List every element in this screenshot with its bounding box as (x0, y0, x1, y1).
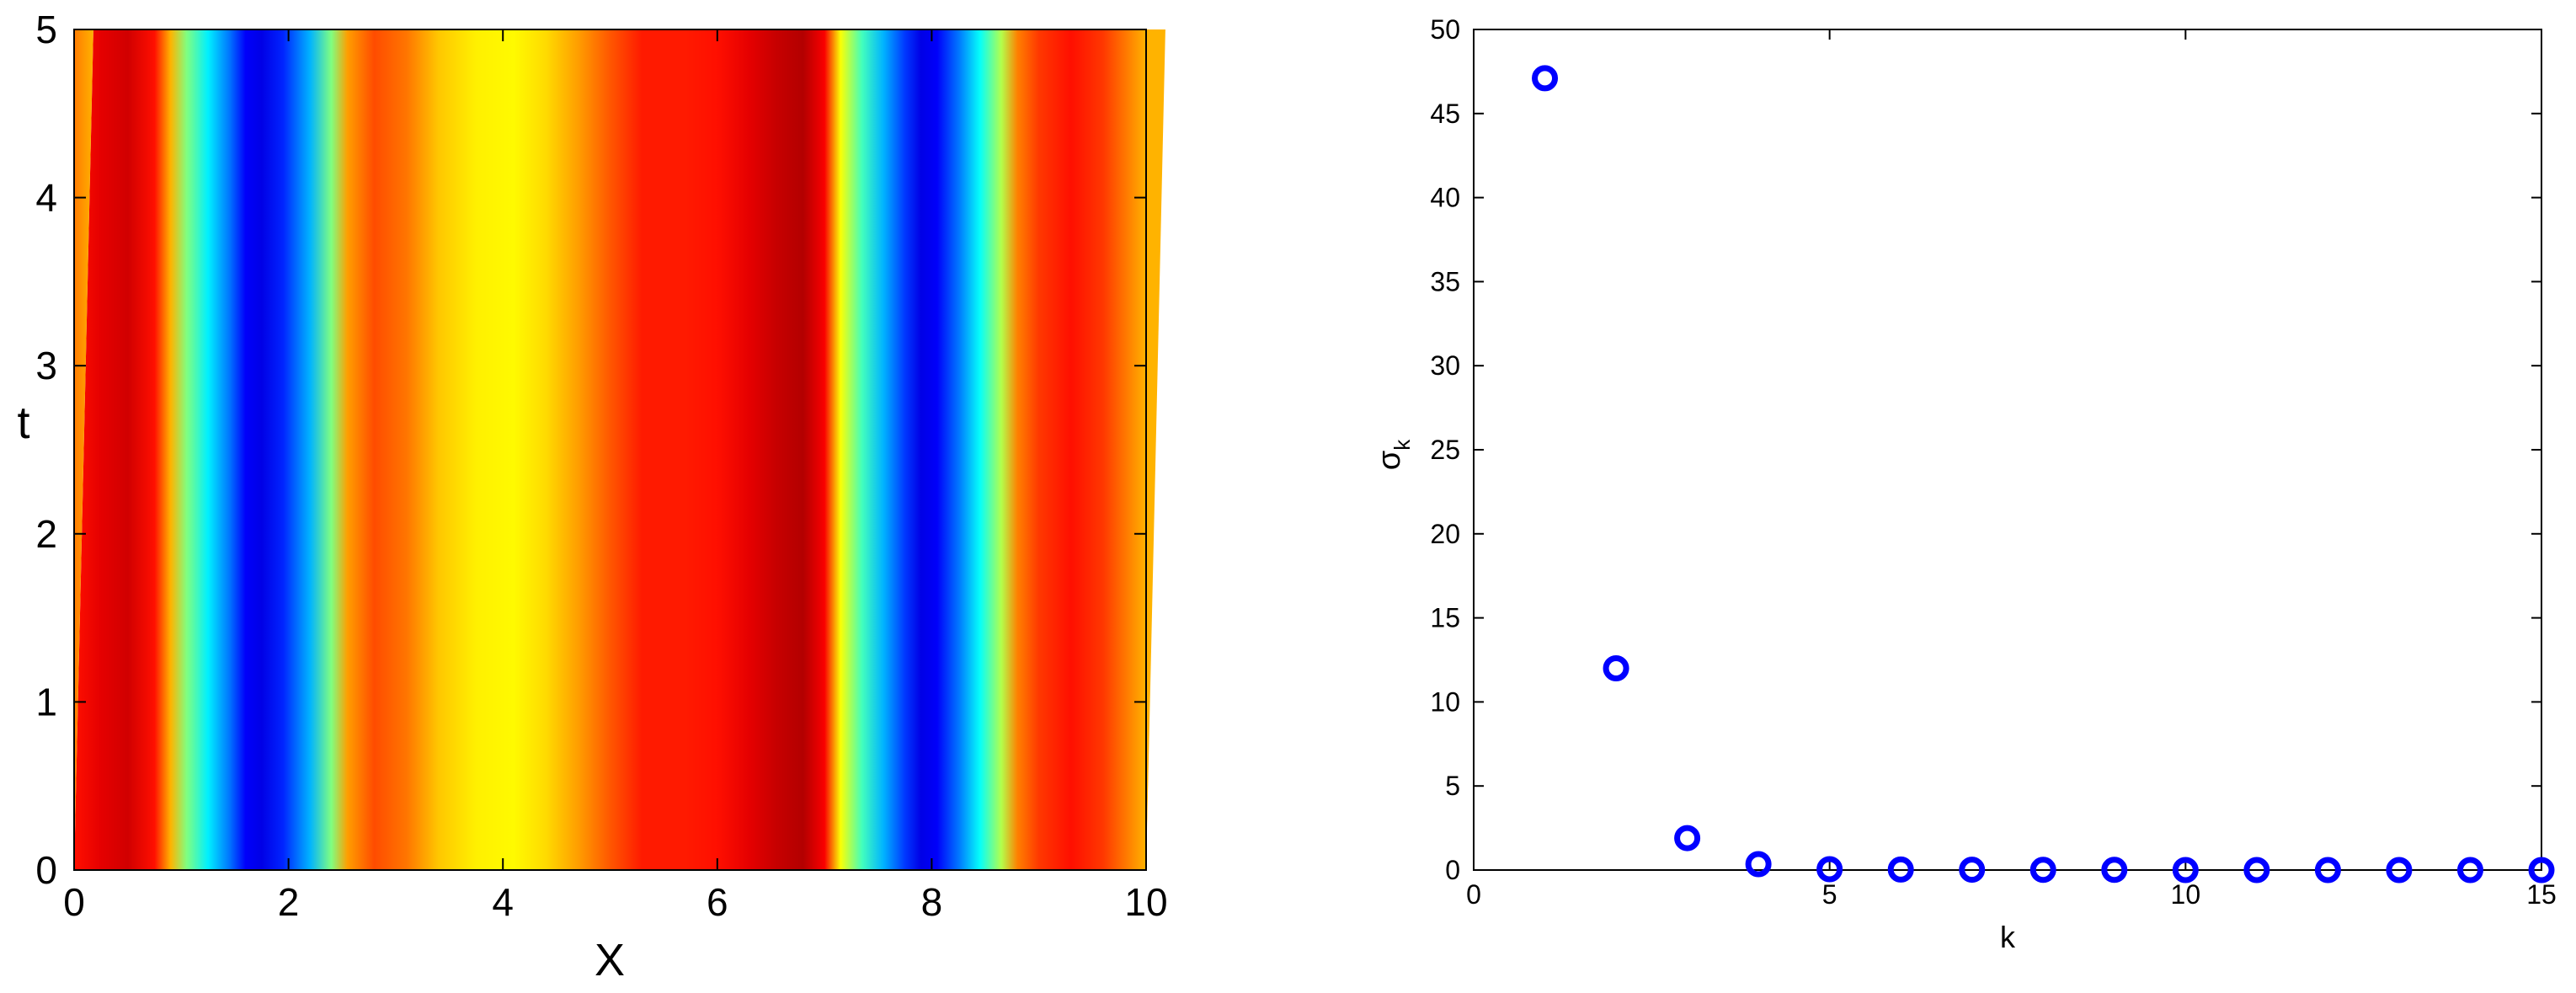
scatter-point (1532, 65, 1559, 92)
scatter-point (2243, 857, 2270, 884)
heatmap-field-right-strip (1146, 28, 1167, 870)
scatter-y-tick-label: 50 (1430, 14, 1460, 45)
scatter-point (1816, 856, 1843, 883)
scatter-y-tick-label: 0 (1445, 855, 1460, 885)
scatter-y-tick-label: 20 (1430, 519, 1460, 549)
scatter-y-axis-subscript: k (1389, 439, 1415, 451)
heatmap-field (74, 28, 1167, 870)
svg-text:σk: σk (1372, 439, 1415, 470)
scatter-point (1603, 654, 1629, 681)
scatter-point (2528, 857, 2555, 884)
heatmap-y-tick-label: 3 (35, 344, 57, 387)
heatmap-x-tick-label: 2 (278, 880, 300, 924)
scatter-y-tick-label: 15 (1430, 603, 1460, 633)
heatmap-x-tick-label: 6 (707, 880, 728, 924)
heatmap-y-tick-label: 0 (35, 848, 57, 892)
heatmap-y-axis-label: t (17, 398, 29, 448)
heatmap-y-tick-label: 4 (35, 176, 57, 220)
heatmap-x-tick-label: 10 (1124, 880, 1167, 924)
scatter-axes-frame (1473, 29, 2542, 871)
scatter-point (2101, 857, 2128, 884)
heatmap-axes-frame (73, 29, 1147, 871)
heatmap-y-tick-label: 1 (35, 680, 57, 723)
scatter-x-axis-label: k (2000, 920, 2016, 954)
heatmap-x-ticks: 0 2 4 6 8 10 (63, 29, 1168, 924)
scatter-x-tick-label: 10 (2171, 879, 2201, 910)
scatter-y-axis-label: σk (1372, 439, 1415, 470)
scatter-point (1674, 825, 1701, 852)
scatter-y-tick-label: 25 (1430, 435, 1460, 465)
heatmap-field-left-strip (74, 29, 93, 870)
scatter-point (2172, 857, 2199, 884)
scatter-points (1532, 65, 2555, 884)
heatmap-x-tick-label: 0 (63, 880, 85, 924)
heatmap-field-body (74, 29, 1165, 870)
scatter-ticks: 0 5 10 15 0 5 10 15 20 25 30 35 40 45 50 (1430, 14, 2556, 910)
scatter-y-tick-label: 35 (1430, 266, 1460, 296)
scatter-x-tick-label: 5 (1822, 879, 1837, 910)
scatter-point (2314, 857, 2341, 884)
scatter-y-tick-label: 30 (1430, 350, 1460, 381)
scatter-point (2386, 857, 2413, 884)
heatmap-x-tick-label: 8 (921, 880, 943, 924)
heatmap-y-ticks: 0 1 2 3 4 5 (35, 8, 1146, 892)
heatmap-y-tick-label: 2 (35, 512, 57, 556)
scatter-point (2456, 857, 2483, 884)
scatter-x-tick-label: 15 (2526, 879, 2557, 910)
scatter-y-tick-label: 10 (1430, 686, 1460, 717)
scatter-point (2029, 857, 2056, 884)
scatter-point (1959, 857, 1986, 884)
scatter-point (1745, 851, 1772, 878)
scatter-y-tick-label: 5 (1445, 771, 1460, 801)
scatter-y-tick-label: 40 (1430, 183, 1460, 213)
heatmap-panel: 0 2 4 6 8 10 0 1 2 3 4 5 X t (17, 8, 1167, 985)
scatter-x-tick-label: 0 (1466, 879, 1481, 910)
heatmap-x-tick-label: 4 (492, 880, 514, 924)
heatmap-x-axis-label: X (595, 935, 625, 985)
scatter-y-tick-label: 45 (1430, 99, 1460, 129)
scatter-point (1887, 856, 1914, 883)
heatmap-y-tick-label: 5 (35, 8, 57, 51)
scatter-y-axis-symbol: σ (1372, 451, 1407, 470)
